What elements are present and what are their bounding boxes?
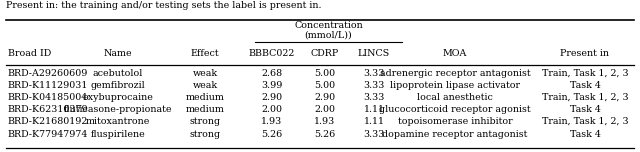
Text: BRD-K62310379: BRD-K62310379 [8, 105, 88, 114]
Text: acebutolol: acebutolol [93, 69, 143, 78]
Text: Present in: Present in [561, 50, 609, 59]
Text: Concentration: Concentration [294, 21, 363, 29]
Text: 5.00: 5.00 [314, 69, 335, 78]
Text: (mmol/L)): (mmol/L)) [305, 31, 353, 40]
Text: 3.33: 3.33 [364, 81, 385, 90]
Text: Task 4: Task 4 [570, 105, 600, 114]
Text: 2.00: 2.00 [314, 105, 335, 114]
Text: BRD-A29260609: BRD-A29260609 [8, 69, 88, 78]
Text: 2.90: 2.90 [314, 93, 335, 102]
Text: 3.99: 3.99 [261, 81, 283, 90]
Text: mitoxantrone: mitoxantrone [86, 117, 150, 126]
Text: fluticasone-propionate: fluticasone-propionate [64, 105, 172, 114]
Text: weak: weak [193, 69, 218, 78]
Text: Train, Task 1, 2, 3: Train, Task 1, 2, 3 [541, 69, 628, 78]
Text: strong: strong [189, 130, 221, 139]
Text: gemfibrozil: gemfibrozil [91, 81, 145, 90]
Text: weak: weak [193, 81, 218, 90]
Text: topoisomerase inhibitor: topoisomerase inhibitor [397, 117, 512, 126]
Text: 2.90: 2.90 [261, 93, 283, 102]
Text: glucocorticoid receptor agonist: glucocorticoid receptor agonist [379, 105, 531, 114]
Text: Train, Task 1, 2, 3: Train, Task 1, 2, 3 [541, 93, 628, 102]
Text: 5.00: 5.00 [314, 81, 335, 90]
Text: 1.11: 1.11 [364, 117, 385, 126]
Text: strong: strong [189, 117, 221, 126]
Text: local anesthetic: local anesthetic [417, 93, 493, 102]
Text: Train, Task 1, 2, 3: Train, Task 1, 2, 3 [541, 117, 628, 126]
Text: 1.93: 1.93 [314, 117, 335, 126]
Text: LINCS: LINCS [358, 50, 390, 59]
Text: Task 4: Task 4 [570, 130, 600, 139]
Text: 2.68: 2.68 [261, 69, 283, 78]
Text: 5.26: 5.26 [261, 130, 283, 139]
Text: BRD-K21680192: BRD-K21680192 [8, 117, 88, 126]
Text: medium: medium [186, 105, 225, 114]
Text: BRD-K11129031: BRD-K11129031 [8, 81, 88, 90]
Text: 1.11: 1.11 [364, 105, 385, 114]
Text: lipoprotein lipase activator: lipoprotein lipase activator [390, 81, 520, 90]
Text: medium: medium [186, 93, 225, 102]
Text: BRD-K77947974: BRD-K77947974 [8, 130, 88, 139]
Text: MOA: MOA [443, 50, 467, 59]
Text: oxybuprocaine: oxybuprocaine [83, 93, 154, 102]
Text: Name: Name [104, 50, 132, 59]
Text: fluspirilene: fluspirilene [91, 130, 145, 139]
Text: 3.33: 3.33 [364, 130, 385, 139]
Text: Present in: the training and/or testing sets the label is present in.: Present in: the training and/or testing … [6, 2, 321, 10]
Text: 5.26: 5.26 [314, 130, 335, 139]
Text: Effect: Effect [191, 50, 220, 59]
Text: 1.93: 1.93 [261, 117, 283, 126]
Text: Task 4: Task 4 [570, 81, 600, 90]
Text: 3.33: 3.33 [364, 69, 385, 78]
Text: BBBC022: BBBC022 [249, 50, 295, 59]
Text: CDRP: CDRP [311, 50, 339, 59]
Text: 2.00: 2.00 [262, 105, 282, 114]
Text: Broad ID: Broad ID [8, 50, 51, 59]
Text: 3.33: 3.33 [364, 93, 385, 102]
Text: adrenergic receptor antagonist: adrenergic receptor antagonist [380, 69, 531, 78]
Text: BRD-K04185004: BRD-K04185004 [8, 93, 88, 102]
Text: dopamine receptor antagonist: dopamine receptor antagonist [382, 130, 528, 139]
